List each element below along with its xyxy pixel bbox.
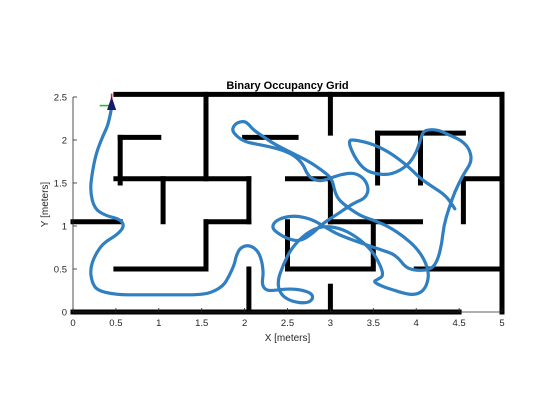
walls-layer [70,91,505,315]
x-axis-label: X [meters] [265,333,311,344]
y-tick-label: 0 [62,308,67,319]
x-tick-label: 3.5 [367,318,380,329]
chart-title: Binary Occupancy Grid [226,80,348,92]
y-tick-label: 2.5 [54,93,67,104]
path-layer [89,105,473,305]
y-tick-label: 0.5 [54,265,67,276]
x-tick-label: 1 [156,318,161,329]
x-tick-label: 3 [328,318,333,329]
x-tick-label: 0.5 [109,318,122,329]
x-tick-label: 2.5 [281,318,294,329]
robot-marker [99,93,117,110]
y-tick-label: 1 [62,222,67,233]
ticks-layer: 0 0.5 1 1.5 2 2.5 3 3.5 4 4.5 5 0 0.5 1 1.5 2 2.5 [54,93,505,330]
x-tick-label: 4.5 [452,318,465,329]
x-tick-label: 0 [70,318,75,329]
x-tick-label: 1.5 [195,318,208,329]
x-tick-label: 5 [499,318,504,329]
y-tick-label: 1.5 [54,179,67,190]
x-tick-label: 2 [242,318,247,329]
x-tick-label: 4 [414,318,419,329]
robot-path-line [89,105,473,305]
robot-body-icon [107,96,117,110]
y-axis-label: Y [meters] [40,182,51,228]
y-tick-label: 2 [62,136,67,147]
